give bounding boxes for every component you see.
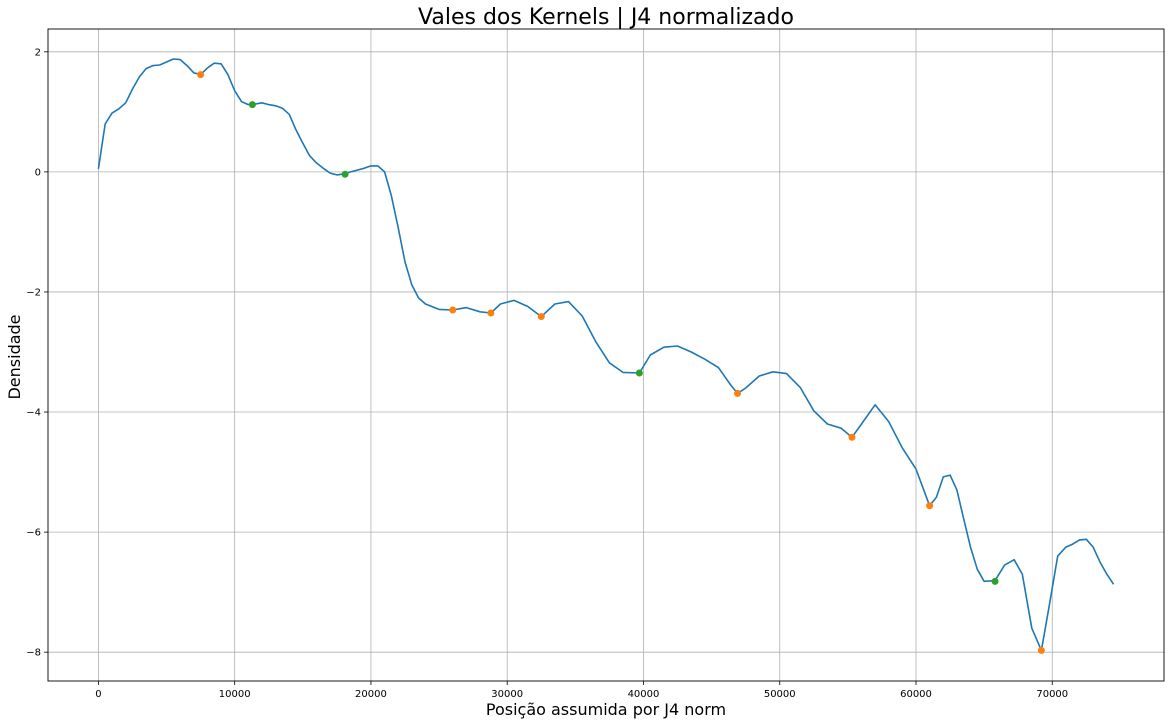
axes-layer: 0 10000 20000 30000 40000 50000 60000 70000 2 0 −2… <box>26 28 1165 700</box>
valley-point-orange <box>537 313 545 321</box>
x-tick-label: 70000 <box>1036 689 1068 700</box>
y-tick-label: 2 <box>35 47 41 58</box>
y-tick-label: −6 <box>26 528 41 539</box>
valley-point-green <box>341 170 349 178</box>
valley-point-green <box>248 101 256 109</box>
chart-title: Vales dos Kernels | J4 normalizado <box>418 5 794 30</box>
valley-point-orange <box>1037 646 1045 654</box>
valley-point-orange <box>848 433 856 441</box>
y-tick-label: 0 <box>35 167 41 178</box>
valley-point-orange <box>487 309 495 317</box>
valley-point-orange <box>733 389 741 397</box>
x-tick-label: 30000 <box>491 689 523 700</box>
valley-point-orange <box>197 71 205 79</box>
x-tick-label: 40000 <box>628 689 660 700</box>
x-tick-label: 0 <box>95 689 101 700</box>
y-tick-label: −4 <box>26 408 41 419</box>
x-tick-label: 60000 <box>900 689 932 700</box>
density-line <box>97 58 1115 652</box>
y-axis-label: Densidade <box>5 314 24 399</box>
plot-frame <box>47 28 1165 682</box>
data-layer <box>97 58 1115 654</box>
x-axis-label: Posição assumida por J4 norm <box>486 700 726 719</box>
y-tick-label: −2 <box>26 287 41 298</box>
valley-point-green <box>991 577 999 585</box>
x-tick-label: 50000 <box>764 689 796 700</box>
y-tick-label: −8 <box>26 648 41 659</box>
grid-layer <box>48 29 1164 681</box>
valley-point-orange <box>926 502 934 510</box>
valley-point-green <box>635 369 643 377</box>
x-tick-label: 10000 <box>219 689 251 700</box>
x-tick-label: 20000 <box>355 689 387 700</box>
valley-point-orange <box>449 306 457 314</box>
